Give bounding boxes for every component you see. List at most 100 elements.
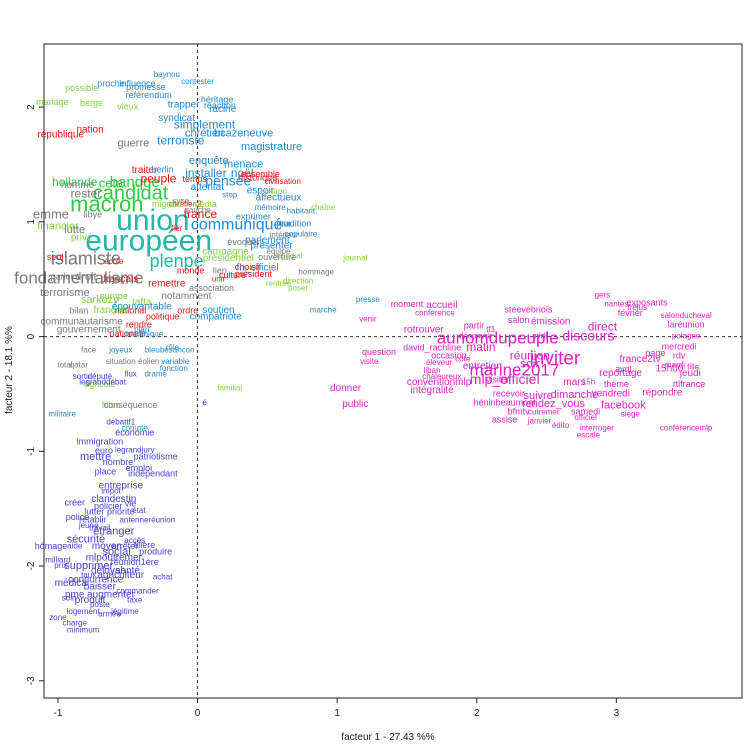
word-point: chrétien [185, 127, 224, 139]
word-point: sarkozy [81, 294, 119, 306]
word-point: répondre [642, 387, 682, 398]
word-point: rentrée [266, 279, 292, 288]
word-point: syndicat [158, 113, 195, 124]
word-point: arrêter [112, 541, 139, 551]
word-point: rotrouver [404, 324, 445, 335]
word-point: ensemble [241, 169, 280, 179]
word-point: tf1 [486, 325, 495, 334]
word-point: recevoir [493, 388, 525, 398]
word-point: affectueux [256, 192, 302, 203]
word-point: rendre [126, 319, 152, 329]
word-point: gauche [184, 205, 211, 214]
word-point: gouvernement [57, 324, 121, 335]
word-point: david_rachline [403, 342, 461, 352]
word-point: remettre [148, 278, 186, 289]
word-point: vie [125, 498, 137, 508]
word-point: visite [360, 357, 379, 366]
word-point: rtlfrance [673, 379, 706, 389]
word-point: français [103, 274, 138, 285]
word-point: logement [67, 607, 101, 616]
word-point: sortir [73, 372, 91, 381]
word-point: attentat [191, 182, 225, 193]
word-point: occasion [431, 350, 467, 360]
word-point: berge [80, 98, 103, 108]
word-point: guerre [117, 138, 149, 150]
word-point: macron [70, 192, 143, 217]
word-point: présenter [250, 241, 293, 252]
word-point: fille [687, 363, 700, 372]
word-point: discours [562, 327, 614, 343]
word-point: plenpe [150, 251, 204, 271]
word-point: nombre [103, 457, 134, 467]
word-point: éleveur [426, 358, 453, 367]
word-point: accès [124, 536, 145, 545]
word-point: député [88, 372, 113, 381]
word-point: hollande [52, 175, 98, 189]
word-point: éolien [138, 357, 159, 366]
word-point: hômage [35, 541, 68, 551]
word-point: lutter [84, 507, 104, 517]
word-point: priorité [107, 507, 135, 517]
word-point: fonction [160, 364, 188, 373]
word-point: presse [356, 295, 381, 304]
word-point: minimum [67, 625, 100, 634]
word-point: marché [310, 305, 337, 314]
x-tick-label: 3 [614, 708, 620, 719]
word-point: liban [424, 366, 441, 375]
word-point: conférencemlp [660, 423, 713, 432]
word-point: salonducheval [661, 311, 712, 320]
word-point: europe [100, 291, 128, 301]
word-point: février [618, 308, 643, 318]
word-point: flux [124, 370, 136, 379]
word-point: berlin [152, 165, 174, 175]
word-point: espoir [247, 186, 275, 197]
word-point: possible [65, 83, 98, 93]
word-point: françois [94, 305, 129, 316]
word-point: thème [604, 379, 629, 389]
word-point: mars [563, 377, 585, 388]
word-point: reportage [599, 368, 642, 379]
word-point: rendez_vous [522, 398, 585, 410]
word-point: patron [264, 187, 287, 196]
y-tick-label: 0 [26, 333, 37, 339]
word-point: moyen [92, 541, 122, 552]
word-point: officiel [574, 413, 597, 422]
word-point: nantes [604, 300, 628, 309]
word-point: indépendant [128, 469, 178, 479]
word-point: produit [75, 595, 106, 606]
word-point: milliard [45, 555, 70, 564]
word-point: tafta [132, 297, 152, 308]
word-point: conférence [415, 309, 455, 318]
word-point: vieux [117, 101, 139, 111]
word-point: débattf1 [106, 418, 135, 427]
word-point: poser [288, 283, 308, 292]
word-point: exprimer [236, 212, 271, 222]
word-point: commander [116, 586, 159, 595]
word-point: facebook [601, 399, 646, 411]
word-point: communiqué [191, 217, 283, 234]
word-point: jeudi [679, 368, 701, 379]
word-point: découvrir [459, 332, 492, 341]
plot-frame [43, 43, 743, 699]
word-point: question [362, 347, 396, 357]
word-point: social [103, 546, 131, 558]
word-point: candidat [93, 183, 169, 205]
word-point: conventionmlp [407, 377, 472, 388]
word-point: mariage [36, 97, 69, 107]
x-axis-label: facteur 1 - 27.43 %% [341, 732, 434, 743]
word-point: bcazeneuve [214, 127, 273, 139]
word-point: mlpoutremer [86, 553, 143, 564]
word-point: escale [577, 430, 601, 439]
word-point: legranddébat [79, 378, 126, 387]
word-point: suivre [524, 390, 553, 402]
word-point: laréunion [668, 319, 705, 329]
word-point: chaîne [311, 203, 336, 212]
word-point: direct [588, 320, 618, 334]
word-point: aunomdupeuple [437, 328, 559, 347]
word-point: intégralité [410, 385, 454, 396]
x-axis-ticks: -1 0 1 2 3 [54, 698, 620, 719]
word-point: rétablir [79, 515, 107, 525]
word-point: zone [49, 613, 67, 622]
